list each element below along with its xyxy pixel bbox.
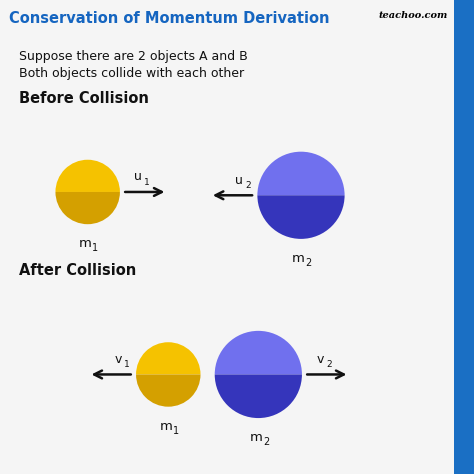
- Text: m: m: [159, 420, 173, 433]
- Wedge shape: [257, 195, 345, 239]
- Wedge shape: [136, 374, 201, 407]
- Bar: [454, 0, 474, 474]
- Text: 2: 2: [326, 360, 332, 369]
- Wedge shape: [215, 331, 302, 374]
- Text: u: u: [134, 171, 142, 183]
- Text: Before Collision: Before Collision: [19, 91, 149, 106]
- Text: 2: 2: [306, 258, 312, 268]
- Text: 1: 1: [124, 360, 130, 369]
- Text: 1: 1: [173, 426, 179, 436]
- Text: teachoo.com: teachoo.com: [379, 11, 448, 20]
- Text: After Collision: After Collision: [19, 263, 136, 278]
- Text: m: m: [79, 237, 92, 250]
- Wedge shape: [55, 160, 120, 192]
- Wedge shape: [55, 192, 120, 224]
- Text: 2: 2: [246, 181, 251, 190]
- Text: m: m: [292, 252, 305, 265]
- Wedge shape: [257, 152, 345, 195]
- Text: 1: 1: [144, 178, 150, 187]
- Text: Suppose there are 2 objects A and B: Suppose there are 2 objects A and B: [19, 50, 248, 63]
- Wedge shape: [136, 342, 201, 374]
- Text: u: u: [236, 174, 243, 187]
- Text: v: v: [114, 353, 122, 366]
- Text: Both objects collide with each other: Both objects collide with each other: [19, 67, 244, 80]
- Text: m: m: [249, 431, 263, 444]
- Wedge shape: [215, 374, 302, 418]
- Text: 1: 1: [92, 243, 99, 253]
- Text: Conservation of Momentum Derivation: Conservation of Momentum Derivation: [9, 11, 329, 27]
- Text: v: v: [316, 353, 324, 366]
- Text: 2: 2: [263, 437, 269, 447]
